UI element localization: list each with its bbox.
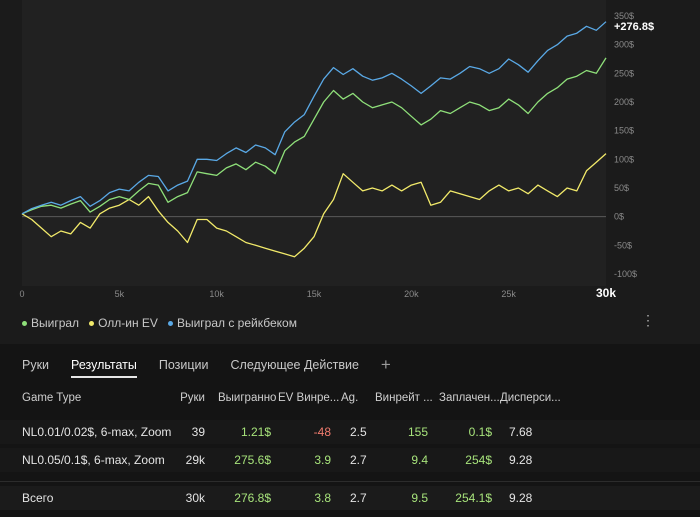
cell-variance: 9.28: [509, 453, 533, 467]
y-tick-label: 300$: [614, 40, 634, 50]
cell-total-aggression: 2.7: [350, 491, 367, 505]
y-tick-label: -100$: [614, 269, 637, 279]
cell-total-variance: 9.28: [509, 491, 533, 505]
x-tick-label: 0: [19, 289, 24, 299]
legend-dot-won-rakeback: [167, 320, 173, 326]
total-divider: [0, 481, 700, 482]
cell-paid: 254$: [465, 453, 492, 467]
cell-total-winrate: 9.5: [411, 491, 428, 505]
cell-paid: 0.1$: [468, 425, 492, 439]
y-tick-label: 150$: [614, 126, 634, 136]
y-tick-label: 350$: [614, 11, 634, 21]
legend-item-won[interactable]: Выиграл: [22, 316, 79, 330]
table-row[interactable]: NL0.05/0.1$, 6-max, Zoom 29k 275.6$ 3.9 …: [0, 448, 700, 472]
x-tick-label: 10k: [209, 289, 224, 299]
winnings-chart: 350$ 300$ 250$ 200$ 150$ 100$ 50$ 0$ -50$ -100$ 0 5…: [19, 0, 655, 300]
more-options-icon[interactable]: ⋮: [641, 312, 655, 328]
tab-positions[interactable]: Позиции: [158, 358, 209, 372]
legend-dot-allin-ev: [89, 320, 95, 326]
chart-legend: Выиграл Олл-ин EV Выиграл с рейкбеком: [22, 316, 297, 330]
cell-variance: 7.68: [509, 425, 533, 439]
x-tick-label: 20k: [404, 289, 419, 299]
cell-hands: 29k: [185, 453, 205, 467]
tab-next-action[interactable]: Следующее Действие: [230, 358, 359, 372]
cell-hands: 39: [191, 425, 205, 439]
y-tick-label: -50$: [614, 240, 632, 250]
series-line: [21, 57, 607, 215]
tab-results[interactable]: Результаты: [71, 358, 137, 378]
col-won[interactable]: Выигранно: [218, 392, 277, 404]
cell-total-won: 276.8$: [234, 491, 271, 505]
col-variance[interactable]: Дисперси...: [500, 392, 561, 404]
cell-total-label: Всего: [22, 491, 54, 505]
cell-ev-winrate: 3.9: [314, 453, 331, 467]
legend-label-won-rakeback: Выиграл с рейкбеком: [176, 316, 297, 330]
y-tick-label: 0$: [614, 212, 624, 222]
cell-game-type: NL0.01/0.02$, 6-max, Zoom: [22, 425, 172, 439]
tab-bar: Руки Результаты Позиции Следующее Действ…: [22, 355, 391, 378]
cell-ev-winrate: -48: [313, 425, 331, 439]
tab-hands[interactable]: Руки: [22, 358, 50, 372]
cell-winrate: 155: [407, 425, 428, 439]
end-value-label: +276.8$: [614, 21, 654, 33]
x-tick-label: 15k: [307, 289, 322, 299]
legend-item-won-rakeback[interactable]: Выиграл с рейкбеком: [167, 316, 297, 330]
plot-area: [22, 0, 606, 286]
col-game-type[interactable]: Game Type: [22, 392, 82, 404]
winnings-chart-svg: 350$ 300$ 250$ 200$ 150$ 100$ 50$ 0$ -50$ -100$ 0 5…: [19, 0, 655, 300]
y-tick-label: 250$: [614, 68, 634, 78]
stats-panel: Руки Результаты Позиции Следующее Действ…: [0, 344, 700, 517]
table-row[interactable]: NL0.01/0.02$, 6-max, Zoom 39 1.21$ -48 2…: [0, 420, 700, 444]
x-tick-label: 25k: [501, 289, 516, 299]
cell-winrate: 9.4: [411, 453, 428, 467]
cell-aggression: 2.7: [350, 453, 367, 467]
table-header: Game Type Руки Выигранно EV Винре... Ag.…: [0, 388, 700, 410]
cell-game-type: NL0.05/0.1$, 6-max, Zoom: [22, 453, 165, 467]
y-tick-label: 50$: [614, 183, 629, 193]
cell-won: 275.6$: [234, 453, 271, 467]
y-tick-label: 100$: [614, 154, 634, 164]
cell-won: 1.21$: [240, 425, 271, 439]
legend-item-allin-ev[interactable]: Олл-ин EV: [89, 316, 158, 330]
legend-label-allin-ev: Олл-ин EV: [98, 316, 158, 330]
legend-dot-won: [22, 320, 27, 326]
y-tick-label: 200$: [614, 97, 634, 107]
x-tick-label: 5k: [115, 289, 125, 299]
series-line: [21, 21, 607, 215]
cell-total-ev-winrate: 3.8: [314, 491, 331, 505]
col-ev-winrate[interactable]: EV Винре...: [278, 392, 340, 404]
col-paid[interactable]: Заплачен...: [439, 392, 500, 404]
col-winrate[interactable]: Винрейт ...: [375, 392, 433, 404]
table-total-row: Всего 30k 276.8$ 3.8 2.7 9.5 254.1$ 9.28: [0, 486, 700, 510]
col-aggression[interactable]: Ag.: [341, 392, 359, 404]
add-tab-icon[interactable]: +: [380, 355, 391, 374]
cell-total-paid: 254.1$: [455, 491, 492, 505]
col-hands[interactable]: Руки: [180, 392, 205, 404]
cell-total-hands: 30k: [185, 491, 205, 505]
x-tick-label: 30k: [596, 286, 616, 300]
series-line: [21, 153, 607, 258]
cell-aggression: 2.5: [350, 425, 367, 439]
legend-label-won: Выиграл: [31, 316, 80, 330]
